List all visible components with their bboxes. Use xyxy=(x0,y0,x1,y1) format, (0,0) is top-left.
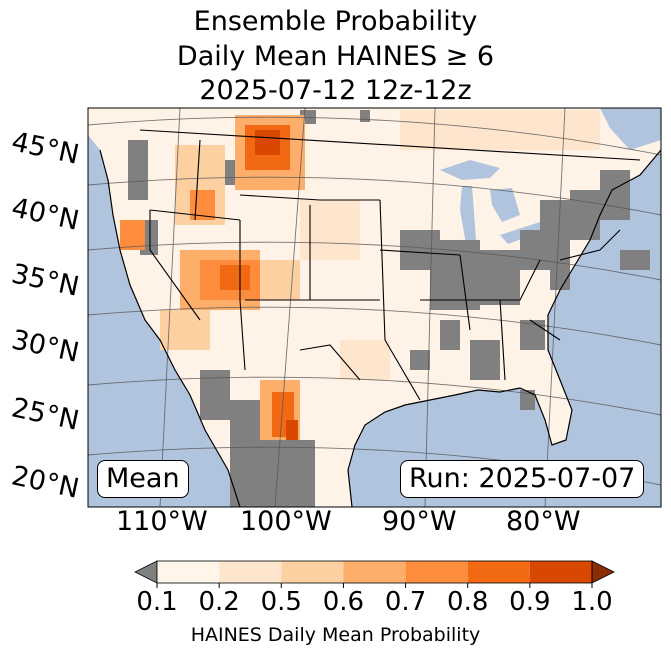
graticule xyxy=(88,108,661,507)
colorbar-under-arrow xyxy=(134,560,158,584)
colorbar-tick-label: 0.1 xyxy=(136,587,178,617)
colorbar-tick-label: 0.9 xyxy=(509,587,551,617)
title-line-1: Ensemble Probability xyxy=(193,6,478,37)
colorbar-segment xyxy=(529,561,592,583)
colorbar-segment xyxy=(467,561,530,583)
colorbar-label: HAINES Daily Mean Probability xyxy=(190,624,481,646)
colorbar-segment xyxy=(219,561,282,583)
run-date-label: Run: 2025-07-07 xyxy=(400,460,645,498)
colorbar-segment xyxy=(157,561,220,583)
colorbar-tick-label: 1.0 xyxy=(571,587,613,617)
meridian-80 xyxy=(544,108,566,507)
parallel-40 xyxy=(88,176,661,216)
map-frame xyxy=(87,107,662,508)
parallel-25 xyxy=(88,376,661,416)
state-borders xyxy=(139,129,641,401)
colorbar-segment xyxy=(281,561,344,583)
colorbar-tick-label: 0.5 xyxy=(260,587,302,617)
stat-label: Mean xyxy=(97,460,189,498)
title-line-3: 2025-07-12 12z-12z xyxy=(199,75,472,106)
colorbar-tick-label: 0.7 xyxy=(384,587,427,617)
parallel-45 xyxy=(88,116,661,156)
parallel-35 xyxy=(88,241,661,281)
meridian-110 xyxy=(159,108,181,507)
colorbar-tick-label: 0.8 xyxy=(447,587,489,617)
meridian-100 xyxy=(274,108,306,507)
meridian-90 xyxy=(424,108,436,507)
colorbar-segments xyxy=(134,560,615,588)
lake-superior xyxy=(440,160,500,180)
colorbar-segment xyxy=(343,561,406,583)
colorbar-tick-label: 0.2 xyxy=(198,587,240,617)
colorbar-frame xyxy=(156,560,593,584)
lon-label-80: 80°W xyxy=(506,506,581,537)
lon-label-100: 100°W xyxy=(240,506,332,537)
coastline xyxy=(99,149,661,507)
lake-huron xyxy=(490,188,520,222)
colorbar-tick-label: 0.6 xyxy=(322,587,365,617)
colorbar-over-arrow xyxy=(591,560,615,584)
lake-michigan xyxy=(460,186,476,244)
title-line-2: Daily Mean HAINES ≥ 6 xyxy=(176,41,495,72)
colorbar-segment xyxy=(405,561,468,583)
lon-label-110: 110°W xyxy=(116,506,208,537)
gulf-of-st-lawrence xyxy=(600,108,661,150)
lon-label-90: 90°W xyxy=(382,506,457,537)
